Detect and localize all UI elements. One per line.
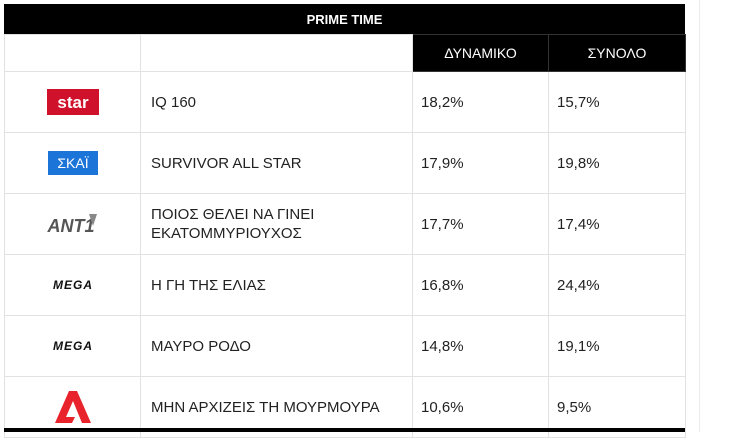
skai-logo-icon: ΣΚΑΪ [47,151,98,175]
channel-logo-cell: ΣΚΑΪ [4,132,141,194]
header-show-cell [140,34,413,72]
alpha-logo-icon [54,391,91,423]
header-row: ΔΥΝΑΜΙΚΟ ΣΥΝΟΛΟ [4,34,686,72]
svg-text:MEGA: MEGA [53,339,93,353]
table-row: ΣΚΑΪ SURVIVOR ALL STAR 17,9% 19,8% [4,132,686,194]
svg-text:ΣΚΑΪ: ΣΚΑΪ [57,155,88,171]
header-dynamiko: ΔΥΝΑΜΙΚΟ [412,34,549,72]
show-name: SURVIVOR ALL STAR [140,132,413,194]
dynamiko-value: 17,9% [412,132,549,194]
synolo-value: 19,8% [548,132,686,194]
show-name: IQ 160 [140,71,413,133]
mega-logo-icon: MEGA [53,339,93,353]
synolo-value: 9,5% [548,376,686,438]
show-name: ΜΗΝ ΑΡΧΙΖΕΙΣ ΤΗ ΜΟΥΡΜΟΥΡΑ [140,376,413,438]
table-row: MEGA Η ΓΗ ΤΗΣ ΕΛΙΑΣ 16,8% 24,4% [4,254,686,316]
mega-logo-icon: MEGA [53,278,93,292]
synolo-value: 17,4% [548,193,686,255]
channel-logo-cell: MEGA [4,254,141,316]
show-name: ΜΑΥΡΟ ΡΟΔΟ [140,315,413,377]
synolo-value: 15,7% [548,71,686,133]
channel-logo-cell [4,376,141,438]
ratings-table: ΔΥΝΑΜΙΚΟ ΣΥΝΟΛΟ star IQ 160 18,2% 15,7% … [4,34,686,438]
star-logo-icon: star [46,89,99,115]
header-synolo: ΣΥΝΟΛΟ [548,34,686,72]
table-row: MEGA ΜΑΥΡΟ ΡΟΔΟ 14,8% 19,1% [4,315,686,377]
svg-text:MEGA: MEGA [53,278,93,292]
table-row: ANT1 ΠΟΙΟΣ ΘΕΛΕΙ ΝΑ ΓΙΝΕΙ ΕΚΑΤΟΜΜΥΡΙΟΥΧΟ… [4,193,686,255]
show-name: Η ΓΗ ΤΗΣ ΕΛΙΑΣ [140,254,413,316]
svg-text:star: star [57,93,89,112]
table-row: ΜΗΝ ΑΡΧΙΖΕΙΣ ΤΗ ΜΟΥΡΜΟΥΡΑ 10,6% 9,5% [4,376,686,438]
synolo-value: 19,1% [548,315,686,377]
channel-logo-cell: ANT1 [4,193,141,255]
ant1-logo-icon: ANT1 [46,214,97,236]
bottom-divider [4,428,685,432]
table-title: PRIME TIME [4,4,685,34]
side-divider [699,0,700,432]
table-row: star IQ 160 18,2% 15,7% [4,71,686,133]
header-logo-cell [4,34,141,72]
ratings-table-container: PRIME TIME ΔΥΝΑΜΙΚΟ ΣΥΝΟΛΟ star IQ 160 1… [4,4,686,438]
channel-logo-cell: star [4,71,141,133]
svg-text:ANT1: ANT1 [46,216,94,236]
dynamiko-value: 14,8% [412,315,549,377]
show-name: ΠΟΙΟΣ ΘΕΛΕΙ ΝΑ ΓΙΝΕΙ ΕΚΑΤΟΜΜΥΡΙΟΥΧΟΣ [140,193,413,255]
synolo-value: 24,4% [548,254,686,316]
channel-logo-cell: MEGA [4,315,141,377]
dynamiko-value: 16,8% [412,254,549,316]
dynamiko-value: 17,7% [412,193,549,255]
dynamiko-value: 18,2% [412,71,549,133]
